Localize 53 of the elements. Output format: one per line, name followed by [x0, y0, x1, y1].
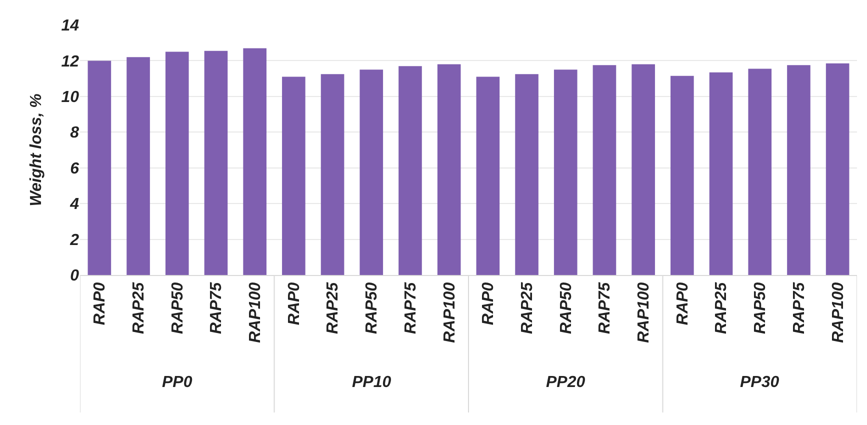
x-tick-label: RAP100	[636, 282, 653, 343]
y-tick-label: 10	[61, 89, 80, 106]
bar	[282, 76, 306, 275]
bar	[787, 65, 810, 275]
x-tick-label: RAP50	[364, 282, 381, 334]
x-tick-label: RAP75	[402, 281, 420, 334]
bar	[126, 57, 150, 275]
x-tick-label: RAP0	[92, 282, 109, 326]
y-tick-label: 14	[61, 18, 80, 35]
x-tick-label: RAP25	[324, 281, 342, 334]
y-tick-label: 0	[70, 268, 80, 285]
x-tick-label: RAP25	[713, 281, 730, 334]
bar	[826, 63, 850, 275]
bar	[554, 70, 578, 275]
bar	[709, 72, 733, 275]
y-tick-label: 12	[61, 53, 80, 70]
y-tick-label: 8	[70, 124, 80, 142]
x-tick-label: RAP100	[441, 282, 458, 343]
bar	[360, 70, 384, 275]
bar	[88, 60, 112, 275]
bar	[632, 64, 655, 275]
x-tick-label: RAP0	[480, 282, 498, 326]
x-tick-label: RAP50	[752, 282, 770, 334]
bar	[437, 64, 461, 275]
text: PP0	[162, 374, 192, 391]
x-tick-label: RAP0	[286, 282, 303, 326]
bar	[670, 76, 694, 275]
bar	[204, 50, 228, 275]
text: PP10	[352, 374, 392, 391]
bar	[515, 74, 538, 275]
x-tick-label: RAP75	[596, 281, 614, 334]
y-axis-title: Weight loss, %	[28, 94, 46, 206]
y-tick-label: 2	[69, 232, 80, 249]
x-tick-label: RAP75	[790, 281, 808, 334]
x-tick-label: RAP25	[518, 281, 536, 334]
bar	[592, 65, 616, 275]
text: PP20	[546, 374, 586, 391]
bar	[243, 48, 266, 275]
x-tick-label: RAP100	[830, 282, 847, 343]
y-tick-label: 6	[70, 160, 80, 178]
x-tick-label: RAP50	[558, 282, 575, 334]
x-tick-label: RAP0	[674, 282, 692, 326]
x-tick-label: RAP100	[247, 282, 264, 343]
x-tick-label: RAP75	[208, 281, 226, 334]
y-tick-label: 4	[69, 196, 80, 214]
bar	[748, 68, 772, 275]
bar	[476, 76, 500, 275]
bar	[398, 66, 422, 275]
bar	[165, 52, 189, 275]
x-tick-label: RAP25	[130, 281, 148, 334]
x-tick-label: RAP50	[169, 282, 186, 334]
text: PP30	[740, 374, 780, 391]
bar	[320, 74, 344, 275]
